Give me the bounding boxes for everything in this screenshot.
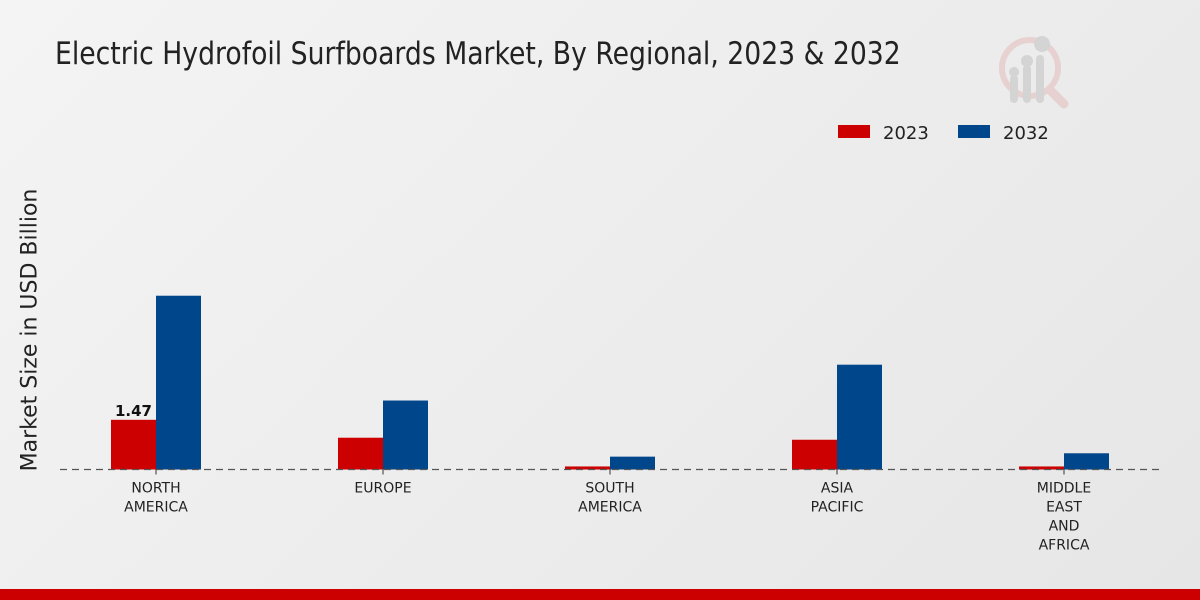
bar-2023-asia-pacific [792, 439, 837, 470]
chart-title: Electric Hydrofoil Surfboards Market, By… [55, 36, 901, 72]
x-tick-label: EUROPE [354, 481, 411, 497]
x-tick-label: NORTH AMERICA [124, 481, 188, 516]
bar-2032-asia-pacific [837, 364, 882, 470]
bar-2032-europe [383, 400, 428, 470]
legend: 2023 2032 [838, 123, 1049, 144]
legend-label-2032: 2032 [1003, 123, 1049, 144]
footer-bar [0, 589, 1200, 600]
x-tick-label: MIDDLE EAST AND AFRICA [1037, 481, 1091, 554]
legend-swatch-2032 [958, 125, 990, 138]
x-tick-label: ASIA PACIFIC [811, 481, 864, 516]
bar-2032-middle-east-and-africa [1064, 453, 1109, 470]
watermark-logo [999, 36, 1069, 109]
x-tick-label: SOUTH AMERICA [578, 481, 642, 516]
bar-2023-south-america [565, 466, 610, 470]
legend-swatch-2023 [838, 125, 870, 138]
bar-2032-south-america [610, 456, 655, 470]
bar-2023-europe [338, 437, 383, 470]
legend-label-2023: 2023 [883, 123, 929, 144]
bar-2023-north-america [111, 419, 156, 470]
data-label: 1.47 [115, 402, 152, 420]
bar-2032-north-america [156, 295, 201, 470]
bar-2023-middle-east-and-africa [1019, 466, 1064, 470]
